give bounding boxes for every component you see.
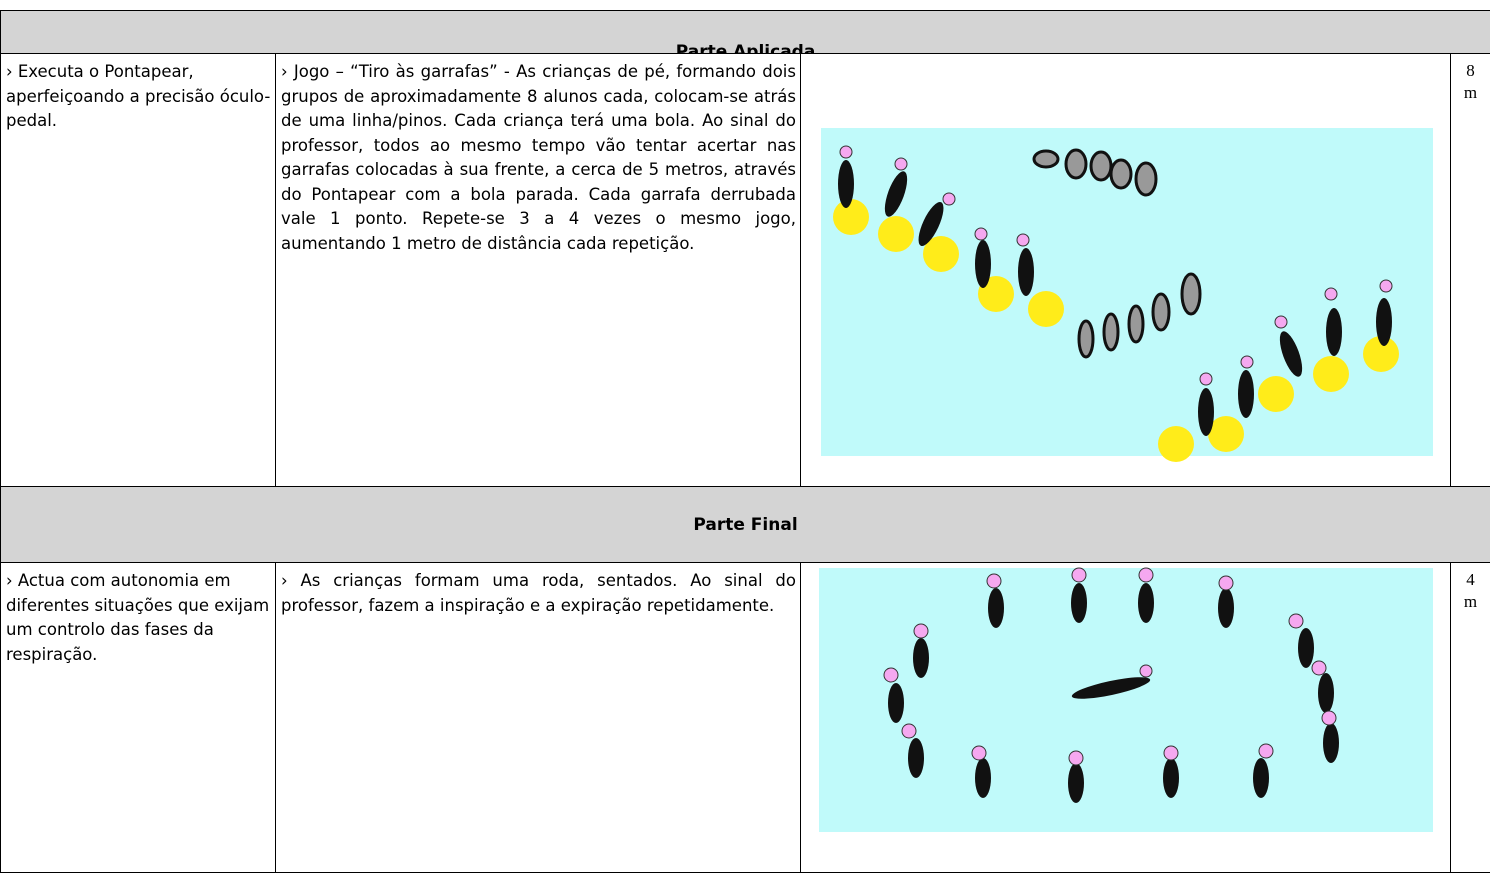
section-header: Parte Final [1,487,1490,563]
section-header: Parte Aplicada [1,11,1490,54]
illustration-cell [801,54,1451,487]
lesson-table: Parte Aplicada › Executa o Pontapear, ap… [0,10,1490,873]
illustration [801,563,1451,863]
duration-unit: m [1451,591,1490,613]
description: › Jogo – “Tiro às garrafas” - As criança… [276,54,801,487]
section-title: Parte Final [693,515,797,535]
duration-value: 4 [1451,569,1490,591]
duration-value: 8 [1451,60,1490,82]
section-title: Parte Aplicada [676,42,816,54]
objective: › Actua com autonomia em diferentes situ… [1,563,276,873]
illustration-cell [801,563,1451,873]
illustration [801,54,1451,484]
objective: › Executa o Pontapear, aperfeiçoando a p… [1,54,276,487]
illustration-background [819,568,1433,832]
description: › As crianças formam uma roda, sentados.… [276,563,801,873]
duration-unit: m [1451,82,1490,104]
